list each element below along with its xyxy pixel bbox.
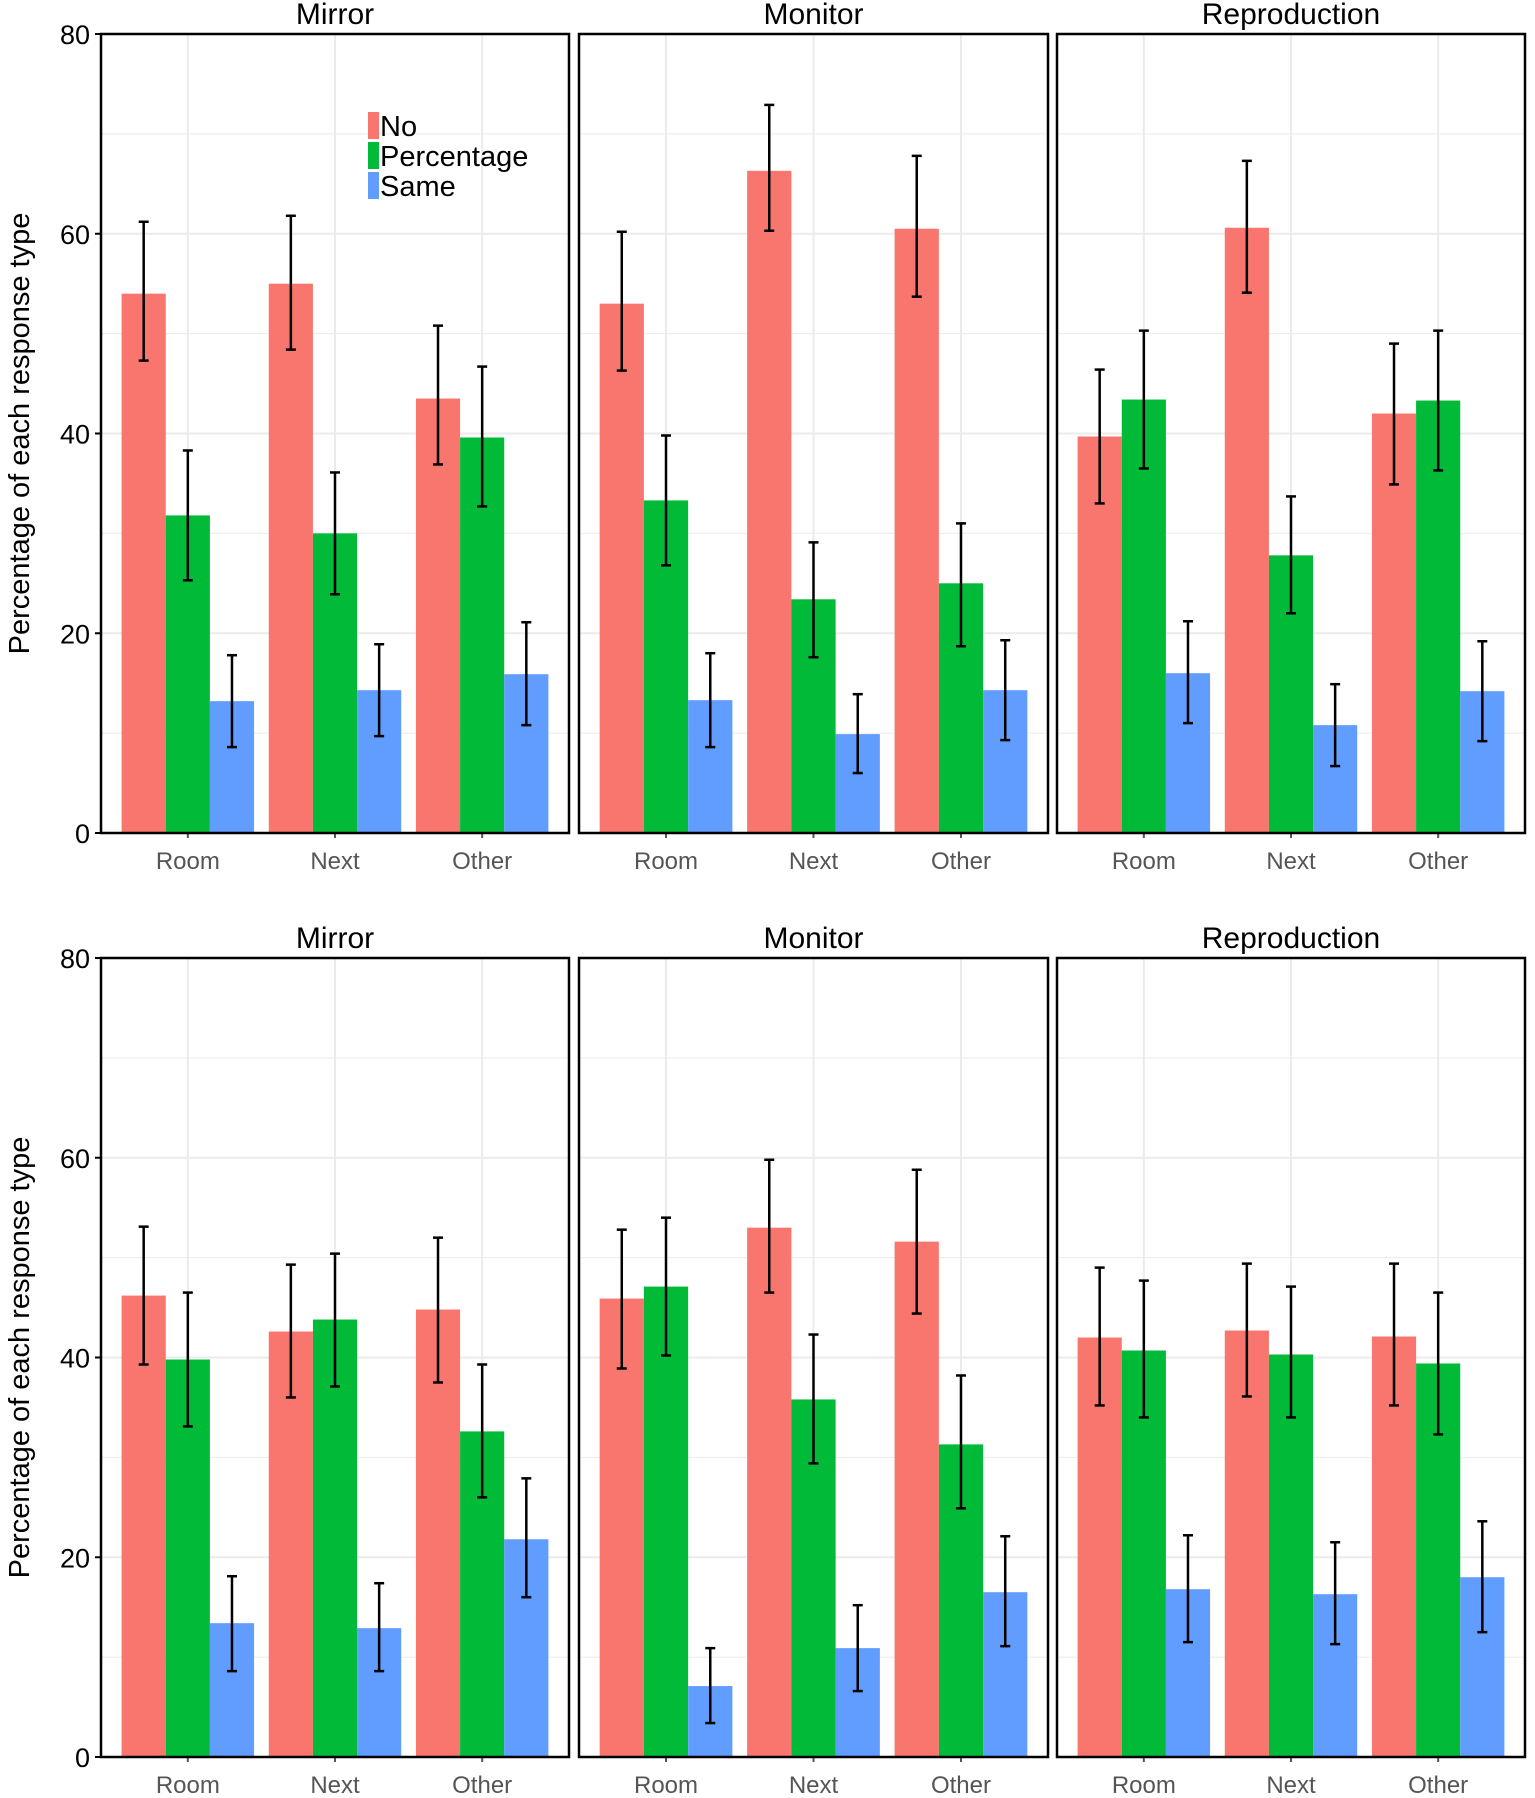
panel-border <box>99 956 571 1759</box>
bar-no-room <box>1077 1337 1122 1757</box>
facet-title: Monitor <box>763 0 863 31</box>
panel-mirror: Room Next Other Mirror <box>99 922 571 1798</box>
bar-no-room <box>121 1295 166 1757</box>
panel-mirror: Room Next Other Mirror <box>99 0 571 875</box>
y-tick-label: 20 <box>60 1543 90 1573</box>
x-tick-label: Next <box>789 848 839 875</box>
x-tick-label: Other <box>452 848 512 875</box>
x-tick-label: Room <box>1112 1772 1176 1798</box>
panel-reproduction: Room Next Other Reproduction <box>1055 922 1527 1798</box>
y-tick-label: 0 <box>75 1743 90 1773</box>
panel-border <box>1055 956 1527 1759</box>
x-tick-label: Room <box>156 1772 220 1798</box>
y-tick-label: 40 <box>60 420 90 450</box>
legend-label-no: No <box>380 111 417 143</box>
x-tick-label: Room <box>634 848 698 875</box>
y-tick-label: 60 <box>60 220 90 250</box>
x-tick-label: Next <box>1266 848 1316 875</box>
facet-title: Mirror <box>296 0 374 31</box>
panel-border <box>577 32 1050 835</box>
chart-2: 0 20 40 60 80 Percentage of each response typ… <box>4 922 1527 1798</box>
y-tick-label: 0 <box>75 819 90 849</box>
y-tick-label: 20 <box>60 619 90 649</box>
legend-label-percentage: Percentage <box>380 141 528 173</box>
x-tick-label: Room <box>1112 848 1176 875</box>
y-axis-label: Percentage of each response type <box>4 1137 36 1579</box>
panel-monitor: Room Next Other Monitor <box>577 922 1050 1798</box>
x-tick-label: Other <box>1408 1772 1468 1798</box>
bar-no-other <box>415 398 461 833</box>
x-tick-label: Next <box>789 1772 839 1798</box>
bar-no-next <box>1224 227 1269 833</box>
legend-swatch-same <box>368 172 379 199</box>
x-tick-label: Other <box>452 1772 512 1798</box>
panel-border <box>1055 32 1527 835</box>
panel-border <box>577 956 1050 1759</box>
bar-percentage-next <box>1268 1354 1314 1757</box>
bar-no-next <box>747 170 792 834</box>
y-axis-label: Percentage of each response type <box>4 213 36 655</box>
y-tick-label: 60 <box>60 1144 90 1174</box>
y-tick-label: 80 <box>60 944 90 974</box>
x-tick-label: Other <box>931 848 991 875</box>
bar-no-other <box>894 1241 939 1757</box>
x-tick-label: Other <box>1408 848 1468 875</box>
bar-percentage-room <box>1121 399 1166 833</box>
bar-no-next <box>268 1331 313 1757</box>
chart-1: 0 20 40 60 80 Percentage of each response typ… <box>4 0 1527 875</box>
facet-title: Reproduction <box>1202 922 1380 955</box>
bar-no-room <box>599 303 644 834</box>
x-tick-label: Room <box>634 1772 698 1798</box>
x-tick-label: Room <box>156 848 220 875</box>
bar-no-other <box>894 228 939 834</box>
bar-no-next <box>268 283 313 833</box>
y-tick-label: 80 <box>60 20 90 50</box>
legend-swatch-percentage <box>368 142 379 169</box>
legend-swatch-no <box>368 112 379 139</box>
facet-title: Mirror <box>296 922 374 955</box>
bar-percentage-other <box>1416 400 1461 833</box>
x-tick-label: Next <box>310 1772 360 1798</box>
panel-monitor: Room Next Other Monitor <box>577 0 1050 875</box>
x-tick-label: Other <box>931 1772 991 1798</box>
y-tick-label: 40 <box>60 1344 90 1374</box>
bar-no-next <box>1224 1330 1269 1757</box>
bar-no-next <box>747 1227 792 1757</box>
bar-percentage-room <box>643 1286 689 1757</box>
panel-border <box>99 32 571 835</box>
panel-reproduction: Room Next Other Reproduction <box>1055 0 1527 875</box>
bar-no-room <box>599 1298 644 1757</box>
facet-title: Monitor <box>763 922 863 955</box>
x-tick-label: Next <box>1266 1772 1316 1798</box>
x-tick-label: Next <box>310 848 360 875</box>
bar-no-room <box>121 293 166 833</box>
bar-no-other <box>415 1309 461 1757</box>
facet-title: Reproduction <box>1202 0 1380 31</box>
legend-label-same: Same <box>380 171 456 203</box>
bar-percentage-next <box>312 1319 358 1757</box>
